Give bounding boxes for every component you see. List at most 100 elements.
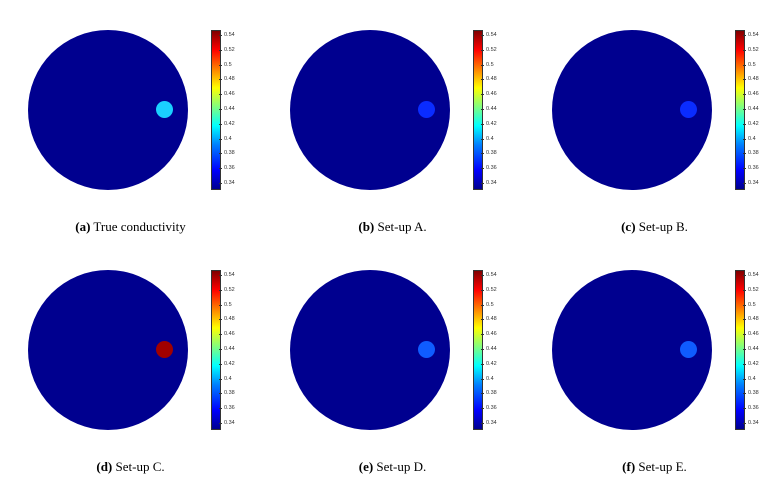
colorbar-tick-label: 0.38 (486, 150, 497, 157)
colorbar-tick-mark (743, 363, 746, 365)
panel-caption: (c) Set-up B. (524, 219, 783, 235)
colorbar-tick-label: 0.46 (486, 91, 497, 98)
colorbar-tick-label: 0.44 (224, 346, 235, 352)
colorbar-tick-label: 0.42 (748, 360, 759, 367)
colorbar-tick-label: 0.48 (748, 316, 759, 323)
colorbar-tick-mark (219, 363, 222, 365)
colorbar-tick-label: 0.4 (748, 135, 756, 142)
colorbar-tick-mark (219, 408, 222, 410)
colorbar-tick-mark (743, 94, 746, 96)
colorbar (735, 270, 745, 430)
inclusion (156, 341, 173, 358)
colorbar-tick-label: 0.5 (748, 301, 756, 308)
inclusion (680, 101, 697, 118)
colorbar-tick-label: 0.46 (224, 331, 235, 338)
colorbar-tick-mark (743, 138, 746, 140)
panel-letter: (a) (75, 219, 91, 234)
colorbar-tick-label: 0.52 (748, 46, 759, 53)
colorbar-tick-label: 0.34 (224, 180, 235, 186)
colorbar-tick-mark (219, 138, 222, 140)
colorbar-tick-mark (743, 378, 746, 380)
colorbar-tick-mark (481, 289, 484, 291)
colorbar-tick-label: 0.38 (748, 390, 759, 397)
colorbar-tick-label: 0.4 (486, 135, 494, 142)
colorbar-tick-mark (743, 123, 746, 125)
colorbar-tick-mark (219, 123, 222, 125)
colorbar-tick-label: 0.46 (748, 91, 759, 98)
colorbar-tick-label: 0.36 (748, 165, 759, 172)
colorbar-tick-label: 0.44 (748, 106, 759, 112)
colorbar-tick-label: 0.34 (748, 180, 759, 186)
colorbar-tick-mark (743, 35, 746, 36)
colorbar-tick-mark (219, 289, 222, 291)
colorbar-tick-label: 0.44 (224, 106, 235, 112)
colorbar-tick-mark (481, 275, 484, 276)
colorbar-tick-label: 0.42 (748, 120, 759, 127)
colorbar-tick-mark (219, 378, 222, 380)
colorbar-tick-mark (219, 349, 222, 350)
colorbar-tick-label: 0.54 (224, 272, 235, 278)
colorbar-tick-mark (219, 168, 222, 170)
colorbar-tick-label: 0.36 (224, 405, 235, 412)
colorbar-tick-mark (481, 64, 484, 66)
panel-caption: (d) Set-up C. (0, 459, 261, 475)
colorbar-tick-label: 0.44 (486, 106, 497, 112)
colorbar (211, 270, 221, 430)
colorbar-tick-mark (743, 423, 746, 424)
panel-letter: (b) (358, 219, 375, 234)
colorbar-tick-mark (743, 153, 746, 155)
colorbar-tick-mark (219, 35, 222, 36)
colorbar-tick-mark (219, 49, 222, 51)
colorbar-tick-label: 0.48 (486, 76, 497, 83)
colorbar-tick-label: 0.48 (486, 316, 497, 323)
colorbar-tick-mark (219, 94, 222, 96)
panel-caption: (f) Set-up E. (524, 459, 783, 475)
colorbar-tick-label: 0.52 (224, 46, 235, 53)
colorbar-tick-mark (219, 109, 222, 110)
colorbar-tick-label: 0.48 (224, 316, 235, 323)
panel-caption-text: Set-up E. (638, 459, 687, 474)
panel-caption: (b) Set-up A. (262, 219, 523, 235)
colorbar-tick-mark (481, 393, 484, 395)
colorbar-tick-label: 0.46 (748, 331, 759, 338)
colorbar (473, 270, 483, 430)
colorbar-tick-label: 0.42 (224, 120, 235, 127)
colorbar-tick-label: 0.34 (748, 420, 759, 426)
colorbar-tick-label: 0.42 (486, 360, 497, 367)
colorbar-tick-label: 0.36 (486, 165, 497, 172)
colorbar-tick-mark (481, 35, 484, 36)
colorbar-tick-label: 0.5 (486, 61, 494, 68)
colorbar-tick-mark (219, 304, 222, 306)
colorbar-tick-label: 0.36 (748, 405, 759, 412)
colorbar-tick-label: 0.46 (486, 331, 497, 338)
colorbar-tick-label: 0.36 (224, 165, 235, 172)
colorbar-tick-label: 0.5 (486, 301, 494, 308)
panel-b: 0.54 0.52 0.5 0.48 0.46 0.44 0.42 0.4 0.38 0.36 0.… (262, 0, 523, 240)
colorbar-tick-mark (219, 79, 222, 81)
colorbar-tick-label: 0.48 (748, 76, 759, 83)
colorbar-tick-label: 0.46 (224, 91, 235, 98)
colorbar-tick-mark (481, 363, 484, 365)
colorbar-tick-mark (481, 109, 484, 110)
colorbar-tick-label: 0.52 (224, 286, 235, 293)
panel-caption-text: Set-up B. (638, 219, 688, 234)
colorbar-tick-label: 0.54 (224, 32, 235, 38)
colorbar-tick-label: 0.54 (486, 272, 497, 278)
colorbar-tick-mark (743, 408, 746, 410)
colorbar-tick-mark (219, 64, 222, 66)
colorbar-tick-mark (481, 79, 484, 81)
colorbar-tick-label: 0.5 (748, 61, 756, 68)
panel-caption-text: Set-up A. (377, 219, 427, 234)
colorbar-tick-mark (481, 319, 484, 321)
colorbar-tick-mark (219, 319, 222, 321)
colorbar-tick-mark (481, 123, 484, 125)
colorbar-tick-mark (481, 49, 484, 51)
colorbar-tick-label: 0.4 (224, 135, 232, 142)
colorbar-tick-mark (743, 183, 746, 184)
inclusion (418, 101, 435, 118)
colorbar-tick-mark (481, 94, 484, 96)
colorbar-tick-label: 0.34 (224, 420, 235, 426)
colorbar (473, 30, 483, 190)
colorbar-tick-mark (481, 183, 484, 184)
colorbar-tick-mark (481, 168, 484, 170)
